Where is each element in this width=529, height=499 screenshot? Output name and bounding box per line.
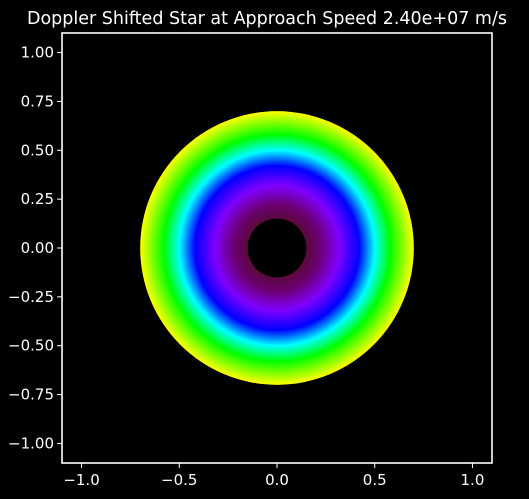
x-tick-label: 1.0 [461,471,485,489]
y-tick-label: 0.25 [21,190,54,208]
x-axis: −1.0 −0.5 0.0 0.5 1.0 [63,463,484,489]
y-tick-label: −0.75 [8,386,54,404]
y-tick-label: −0.25 [8,288,54,306]
x-tick-label: −1.0 [63,471,99,489]
y-tick-label: 0.75 [21,92,54,110]
plot-area [140,111,414,385]
y-tick-label: 0.50 [21,141,54,159]
chart-title: Doppler Shifted Star at Approach Speed 2… [27,9,507,29]
y-axis: 1.00 0.75 0.50 0.25 0.00 −0.25 −0.50 −0.75 −1.00 [8,44,62,452]
x-tick-label: 0.5 [363,471,387,489]
y-tick-label: 1.00 [21,44,54,62]
y-tick-label: 0.00 [21,239,54,257]
star-annulus [140,111,414,385]
y-tick-label: −0.50 [8,337,54,355]
y-tick-label: −1.00 [8,434,54,452]
x-tick-label: −0.5 [161,471,197,489]
x-tick-label: 0.0 [265,471,289,489]
